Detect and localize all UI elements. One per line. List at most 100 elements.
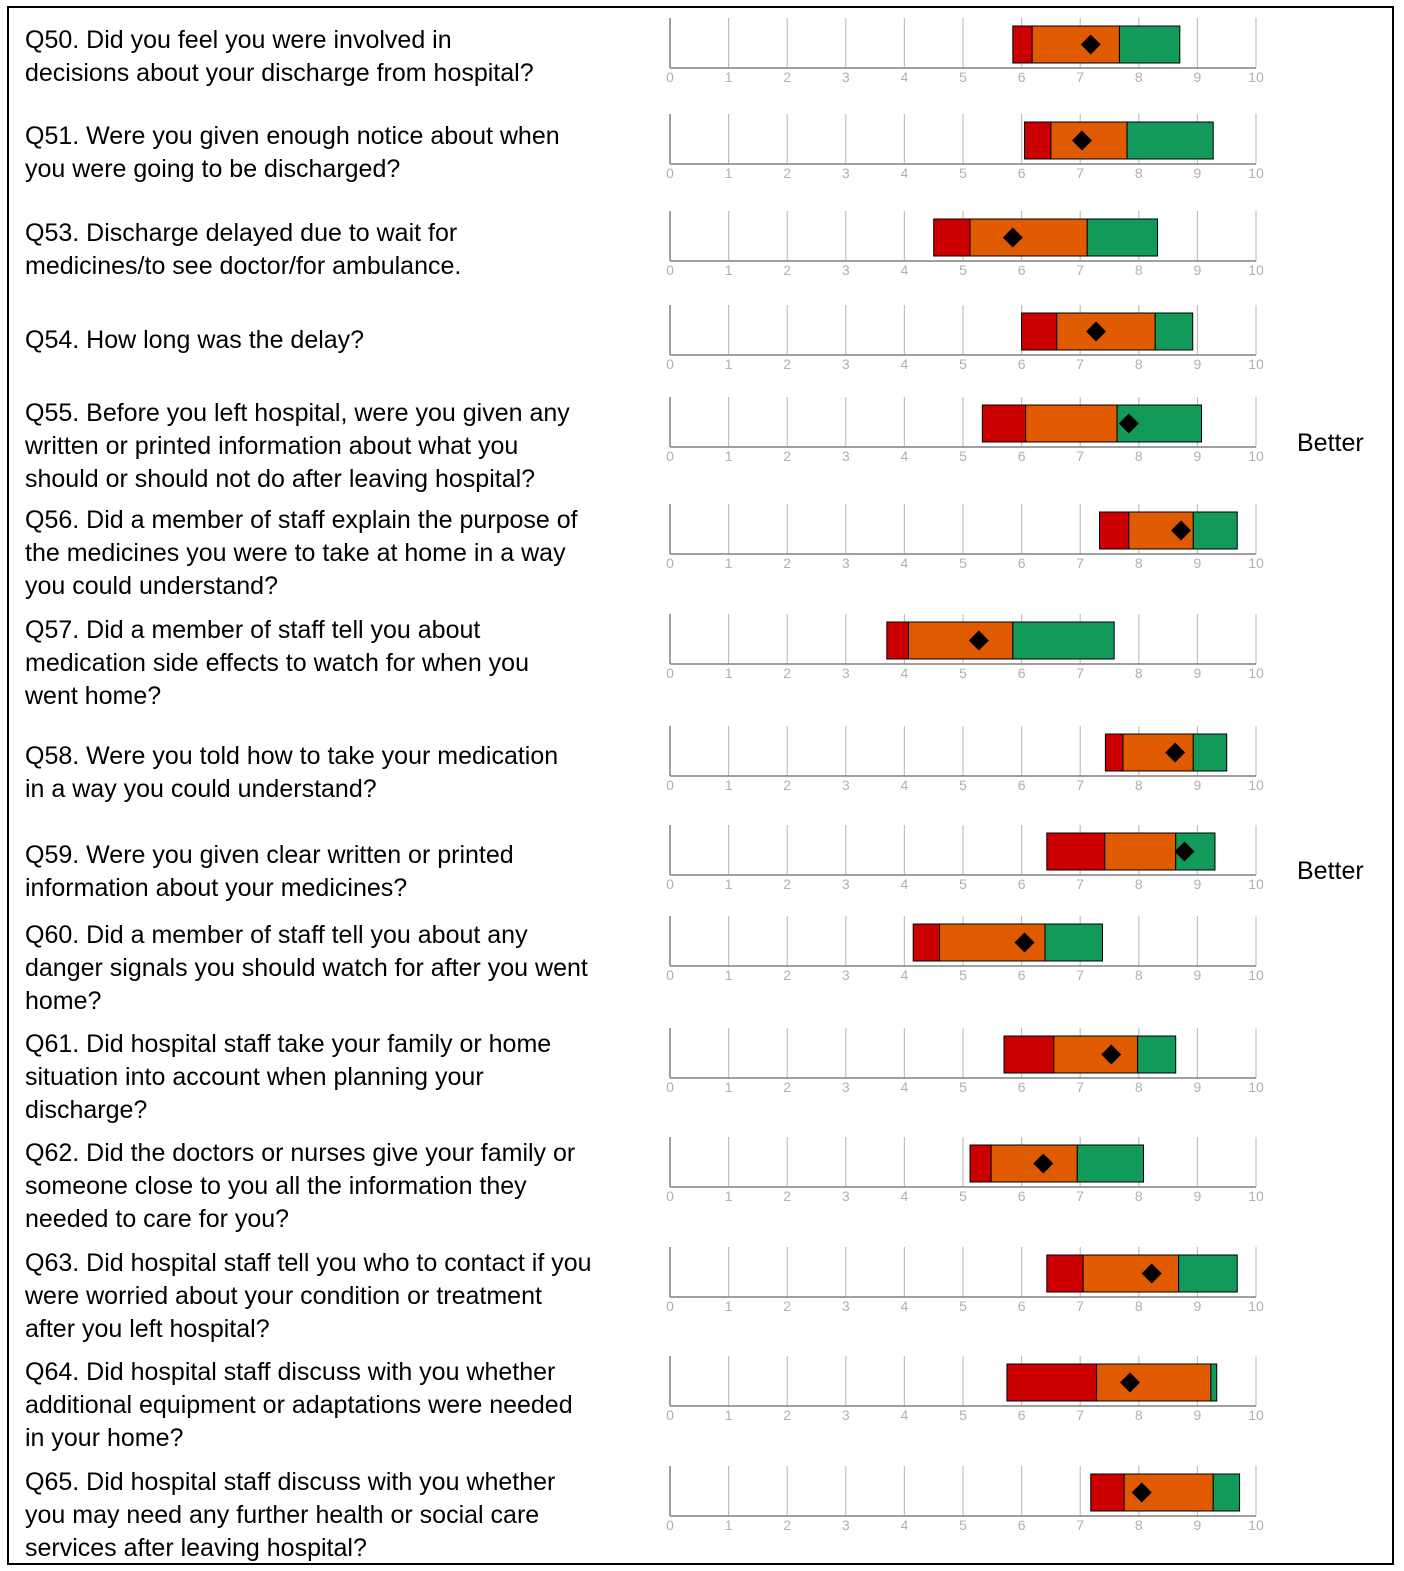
score-marker: [1002, 227, 1023, 248]
tick-label: 10: [1248, 1517, 1264, 1533]
tick-label: 7: [1076, 1079, 1084, 1095]
tick-label: 6: [1018, 262, 1026, 278]
range-bar-high: [1118, 25, 1181, 64]
tick-label: 1: [725, 448, 733, 464]
tick-label: 9: [1194, 165, 1202, 181]
tick-label: 2: [783, 1188, 791, 1204]
range-bar-mid: [1053, 1035, 1139, 1074]
tick-label: 4: [901, 876, 909, 892]
tick-label: 6: [1018, 356, 1026, 372]
tick-label: 6: [1018, 448, 1026, 464]
tick-label: 6: [1018, 1079, 1026, 1095]
tick-label: 5: [959, 876, 967, 892]
tick-label: 7: [1076, 165, 1084, 181]
range-chart: 0 1 2 3 4 5 6 7 8 9 10: [666, 726, 1264, 793]
score-marker: [1071, 130, 1092, 151]
tick-label: 0: [666, 1079, 674, 1095]
tick-label: 8: [1135, 1188, 1143, 1204]
range-bar-mid: [1104, 832, 1177, 871]
tick-label: 4: [901, 356, 909, 372]
tick-label: 4: [901, 1188, 909, 1204]
range-bar-mid: [969, 218, 1088, 257]
question-label: Q54. How long was the delay?: [25, 326, 365, 354]
tick-label: 5: [959, 665, 967, 681]
tick-label: 8: [1135, 1517, 1143, 1533]
tick-label: 6: [1018, 555, 1026, 571]
tick-label: 7: [1076, 665, 1084, 681]
range-bar-low: [933, 218, 971, 257]
tick-label: 4: [901, 967, 909, 983]
tick-label: 5: [959, 262, 967, 278]
range-bar-high: [1044, 923, 1103, 962]
tick-label: 3: [842, 69, 850, 85]
question-label: Q58. Were you told how to take your medi…: [25, 742, 559, 803]
tick-label: 3: [842, 665, 850, 681]
tick-label: 8: [1135, 555, 1143, 571]
range-bar-low: [1024, 121, 1052, 160]
range-bar-high: [1137, 1035, 1177, 1074]
rating-label: Better: [1297, 857, 1364, 885]
range-bar-high: [1210, 1363, 1218, 1402]
question-label: Q59. Were you given clear written or pri…: [25, 841, 514, 902]
tick-label: 10: [1248, 555, 1264, 571]
tick-label: 2: [783, 777, 791, 793]
tick-label: 0: [666, 356, 674, 372]
tick-label: 4: [901, 777, 909, 793]
range-chart: 0 1 2 3 4 5 6 7 8 9 10: [666, 1466, 1264, 1533]
tick-label: 6: [1018, 165, 1026, 181]
tick-label: 7: [1076, 1407, 1084, 1423]
tick-label: 6: [1018, 665, 1026, 681]
tick-label: 2: [783, 165, 791, 181]
tick-label: 0: [666, 876, 674, 892]
tick-label: 5: [959, 967, 967, 983]
range-bar-low: [1090, 1473, 1125, 1512]
tick-label: 1: [725, 555, 733, 571]
range-bar-low: [1021, 312, 1058, 351]
tick-label: 7: [1076, 967, 1084, 983]
tick-label: 7: [1076, 876, 1084, 892]
range-chart: 0 1 2 3 4 5 6 7 8 9 10: [666, 614, 1264, 681]
tick-label: 3: [842, 1079, 850, 1095]
tick-label: 9: [1194, 876, 1202, 892]
tick-label: 4: [901, 665, 909, 681]
tick-label: 0: [666, 1517, 674, 1533]
tick-label: 1: [725, 69, 733, 85]
tick-label: 3: [842, 1188, 850, 1204]
tick-label: 4: [901, 1079, 909, 1095]
tick-label: 0: [666, 1188, 674, 1204]
tick-label: 0: [666, 262, 674, 278]
tick-label: 0: [666, 555, 674, 571]
tick-label: 2: [783, 665, 791, 681]
tick-label: 9: [1194, 777, 1202, 793]
tick-label: 7: [1076, 448, 1084, 464]
range-bar-mid: [1025, 404, 1118, 443]
question-label: Q63. Did hospital staff tell you who to …: [25, 1249, 592, 1343]
tick-label: 7: [1076, 1298, 1084, 1314]
question-label: Q53. Discharge delayed due to wait for m…: [25, 219, 462, 280]
range-chart: 0 1 2 3 4 5 6 7 8 9 10: [666, 18, 1264, 85]
range-bar-high: [1192, 511, 1238, 550]
tick-label: 9: [1194, 69, 1202, 85]
tick-label: 4: [901, 165, 909, 181]
range-bar-low: [886, 621, 910, 660]
tick-label: 6: [1018, 69, 1026, 85]
tick-label: 2: [783, 262, 791, 278]
tick-label: 10: [1248, 1407, 1264, 1423]
tick-label: 2: [783, 448, 791, 464]
range-bar-low: [969, 1144, 992, 1183]
tick-label: 10: [1248, 356, 1264, 372]
tick-label: 10: [1248, 262, 1264, 278]
question-label: Q57. Did a member of staff tell you abou…: [25, 616, 529, 710]
tick-label: 9: [1194, 1079, 1202, 1095]
range-bar-mid: [1096, 1363, 1212, 1402]
tick-label: 10: [1248, 876, 1264, 892]
score-marker: [1120, 1372, 1141, 1393]
tick-label: 1: [725, 1079, 733, 1095]
tick-label: 0: [666, 777, 674, 793]
tick-label: 1: [725, 777, 733, 793]
range-bar-high: [1076, 1144, 1144, 1183]
tick-label: 0: [666, 69, 674, 85]
score-marker: [1118, 413, 1139, 434]
range-chart: 0 1 2 3 4 5 6 7 8 9 10: [666, 397, 1264, 464]
question-label: Q65. Did hospital staff discuss with you…: [25, 1468, 556, 1562]
